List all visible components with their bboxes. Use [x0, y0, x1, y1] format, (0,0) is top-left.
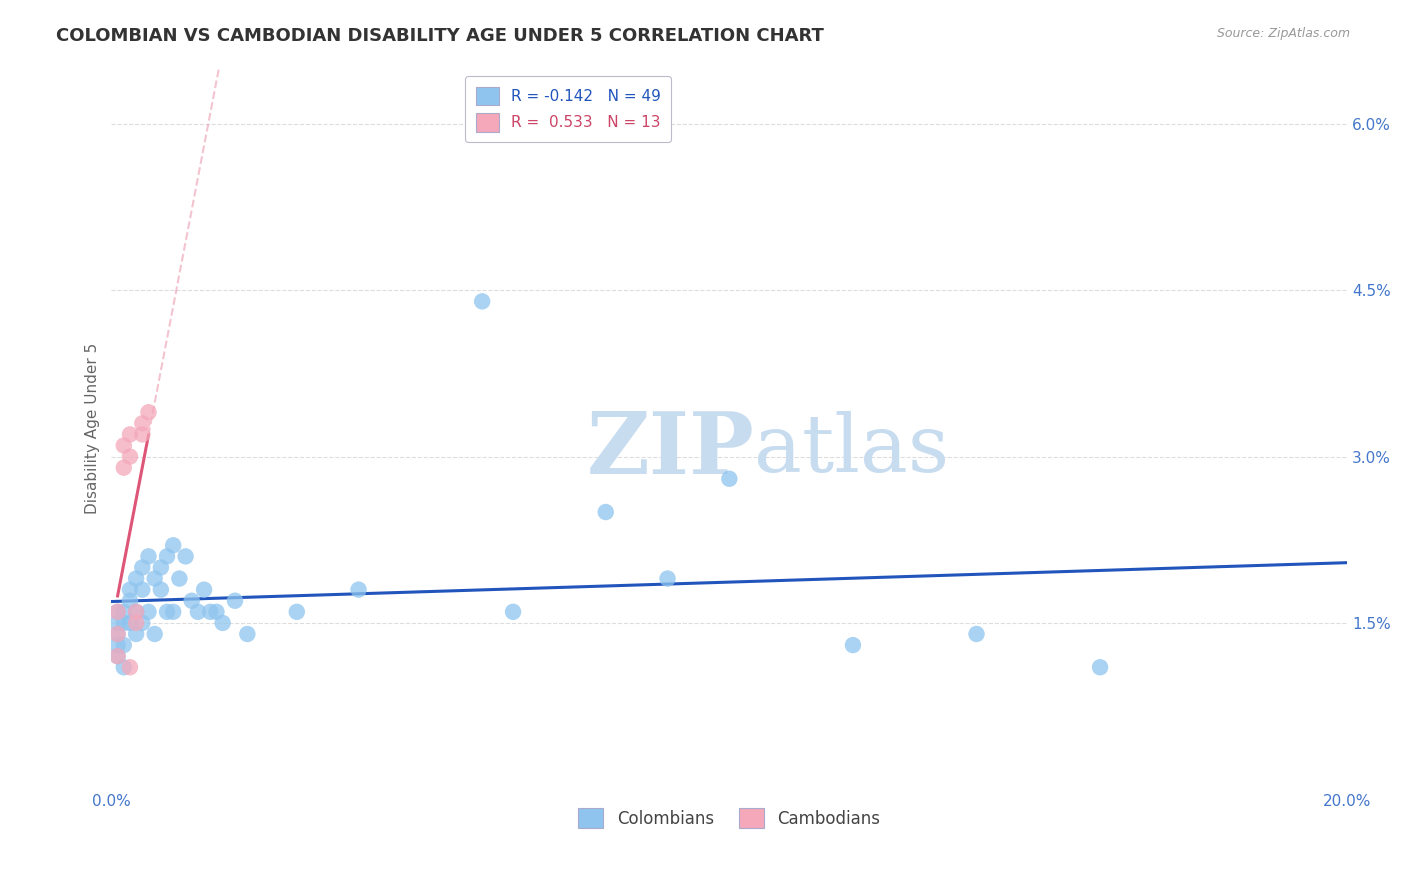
Text: COLOMBIAN VS CAMBODIAN DISABILITY AGE UNDER 5 CORRELATION CHART: COLOMBIAN VS CAMBODIAN DISABILITY AGE UN… — [56, 27, 824, 45]
Point — [180, 593, 202, 607]
Point — [107, 627, 129, 641]
Point — [657, 572, 679, 586]
Point — [131, 615, 153, 630]
Y-axis label: Disability Age Under 5: Disability Age Under 5 — [86, 343, 100, 515]
Point — [138, 605, 160, 619]
Point — [131, 417, 153, 431]
Text: ZIP: ZIP — [586, 409, 754, 492]
Point — [125, 615, 148, 630]
Point — [125, 605, 148, 619]
Point — [118, 660, 141, 674]
Point — [236, 627, 259, 641]
Point — [224, 593, 246, 607]
Point — [138, 549, 160, 564]
Point — [107, 638, 129, 652]
Point — [718, 472, 741, 486]
Text: atlas: atlas — [754, 411, 949, 490]
Point — [169, 572, 191, 586]
Point — [149, 582, 172, 597]
Point — [842, 638, 865, 652]
Point — [112, 605, 135, 619]
Point — [112, 438, 135, 452]
Point — [156, 605, 179, 619]
Point — [118, 593, 141, 607]
Point — [112, 638, 135, 652]
Point — [149, 560, 172, 574]
Point — [131, 560, 153, 574]
Point — [131, 582, 153, 597]
Point — [131, 427, 153, 442]
Legend: Colombians, Cambodians: Colombians, Cambodians — [572, 801, 887, 835]
Point — [112, 660, 135, 674]
Point — [125, 605, 148, 619]
Point — [200, 605, 222, 619]
Point — [107, 649, 129, 664]
Point — [107, 649, 129, 664]
Point — [502, 605, 524, 619]
Point — [211, 615, 233, 630]
Point — [193, 582, 215, 597]
Point — [174, 549, 197, 564]
Point — [125, 572, 148, 586]
Point — [118, 450, 141, 464]
Point — [1088, 660, 1111, 674]
Point — [107, 615, 129, 630]
Point — [162, 538, 184, 552]
Point — [347, 582, 370, 597]
Point — [107, 605, 129, 619]
Point — [156, 549, 179, 564]
Point — [143, 572, 166, 586]
Point — [187, 605, 209, 619]
Point — [285, 605, 308, 619]
Text: Source: ZipAtlas.com: Source: ZipAtlas.com — [1216, 27, 1350, 40]
Point — [107, 605, 129, 619]
Point — [118, 427, 141, 442]
Point — [143, 627, 166, 641]
Point — [112, 615, 135, 630]
Point — [138, 405, 160, 419]
Point — [107, 627, 129, 641]
Point — [205, 605, 228, 619]
Point — [112, 460, 135, 475]
Point — [162, 605, 184, 619]
Point — [118, 615, 141, 630]
Point — [595, 505, 617, 519]
Point — [471, 294, 494, 309]
Point — [966, 627, 988, 641]
Point — [118, 582, 141, 597]
Point — [125, 627, 148, 641]
